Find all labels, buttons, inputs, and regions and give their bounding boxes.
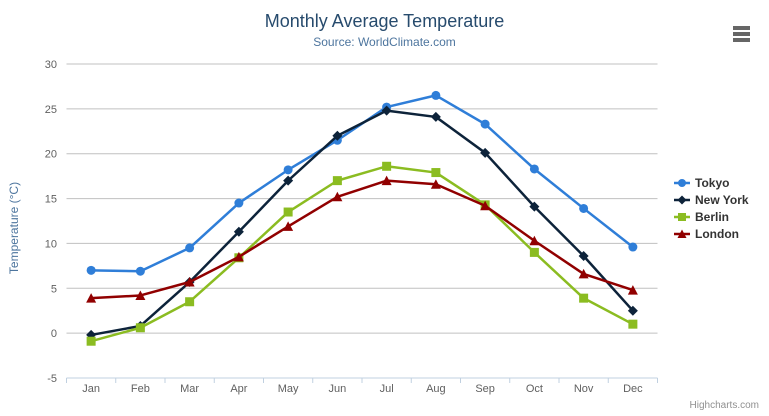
data-point-tokyo[interactable] [628, 242, 638, 252]
data-point-new-york[interactable] [233, 226, 244, 237]
data-point-london[interactable] [233, 251, 244, 262]
data-point-new-york[interactable] [578, 250, 589, 261]
legend-item-london[interactable]: London [674, 227, 749, 241]
data-point-berlin[interactable] [579, 293, 589, 303]
x-axis-label: Sep [475, 383, 495, 395]
credits-link[interactable]: Highcharts.com [689, 400, 759, 411]
export-menu-button[interactable] [733, 26, 750, 42]
legend-item-tokyo[interactable]: Tokyo [674, 176, 749, 190]
x-axis-label: Oct [526, 383, 543, 395]
legend-label: New York [695, 193, 749, 207]
data-point-new-york[interactable] [381, 105, 392, 116]
y-axis-label: 5 [51, 283, 57, 295]
hamburger-icon [733, 38, 750, 42]
data-point-tokyo[interactable] [135, 266, 145, 276]
y-axis-label: 10 [45, 238, 57, 250]
data-point-london[interactable] [135, 290, 146, 300]
data-point-london[interactable] [381, 175, 392, 186]
y-axis-label: 15 [45, 194, 57, 206]
x-axis-label: Mar [180, 383, 199, 395]
legend-label: Tokyo [695, 176, 730, 190]
y-axis-label: 20 [45, 149, 57, 161]
series-line-tokyo[interactable] [89, 94, 635, 273]
chart-subtitle: Source: WorldClimate.com [313, 35, 456, 49]
data-point-tokyo[interactable] [185, 243, 195, 253]
data-point-new-york[interactable] [529, 201, 540, 212]
data-point-tokyo[interactable] [234, 198, 244, 208]
series-line-london[interactable] [89, 179, 635, 300]
data-point-london[interactable] [529, 235, 540, 246]
hamburger-icon [733, 26, 750, 30]
x-axis-label: Aug [426, 383, 446, 395]
data-point-berlin[interactable] [283, 207, 293, 217]
data-point-london[interactable] [86, 293, 97, 303]
data-point-tokyo[interactable] [480, 119, 490, 129]
triangle-marker-icon [674, 229, 690, 238]
hamburger-icon [733, 32, 750, 36]
x-axis-label: Jul [380, 383, 394, 395]
data-point-new-york[interactable] [480, 147, 491, 158]
x-axis-label: Apr [230, 383, 247, 395]
y-axis-title: Temperature (°C) [7, 181, 21, 275]
legend-item-berlin[interactable]: Berlin [674, 210, 749, 224]
y-axis-label: 30 [45, 59, 57, 71]
data-point-london[interactable] [283, 221, 294, 231]
data-point-berlin[interactable] [185, 297, 195, 307]
data-point-tokyo[interactable] [86, 265, 96, 275]
x-axis-label: Nov [574, 383, 594, 395]
diamond-marker-icon [674, 195, 690, 205]
circle-marker-icon [674, 179, 690, 187]
series-line-new-york[interactable] [89, 109, 635, 337]
square-marker-icon [674, 213, 690, 221]
x-axis-label: Feb [131, 383, 150, 395]
data-point-london[interactable] [627, 285, 638, 295]
chart-title: Monthly Average Temperature [264, 11, 505, 31]
x-axis-label: May [278, 383, 299, 395]
data-point-tokyo[interactable] [283, 165, 293, 175]
data-point-tokyo[interactable] [579, 203, 589, 213]
data-point-london[interactable] [332, 191, 343, 202]
legend-label: Berlin [695, 210, 730, 224]
data-point-berlin[interactable] [431, 168, 441, 178]
data-point-berlin[interactable] [529, 247, 539, 257]
legend-item-new-york[interactable]: New York [674, 193, 749, 207]
data-point-tokyo[interactable] [431, 90, 441, 100]
data-point-london[interactable] [480, 200, 491, 211]
series-line-berlin[interactable] [89, 165, 635, 343]
data-point-new-york[interactable] [283, 175, 294, 186]
data-point-tokyo[interactable] [529, 164, 539, 174]
data-point-berlin[interactable] [332, 176, 342, 186]
data-point-new-york[interactable] [430, 111, 441, 122]
x-axis-label: Jan [82, 383, 100, 395]
x-axis-label: Dec [623, 383, 643, 395]
legend: Tokyo New York Berlin London [674, 176, 749, 241]
data-point-london[interactable] [430, 179, 441, 189]
data-point-berlin[interactable] [86, 336, 96, 346]
x-axis-label: Jun [329, 383, 347, 395]
data-point-berlin[interactable] [382, 161, 392, 171]
y-axis-label: 25 [45, 104, 57, 116]
data-point-berlin[interactable] [135, 323, 145, 333]
data-point-berlin[interactable] [628, 319, 638, 329]
data-point-london[interactable] [184, 277, 195, 287]
legend-label: London [695, 227, 739, 241]
y-axis-label: 0 [51, 328, 57, 340]
y-axis-label: -5 [47, 373, 57, 385]
data-point-london[interactable] [578, 268, 589, 279]
data-point-new-york[interactable] [627, 305, 638, 316]
data-point-new-york[interactable] [332, 130, 343, 141]
